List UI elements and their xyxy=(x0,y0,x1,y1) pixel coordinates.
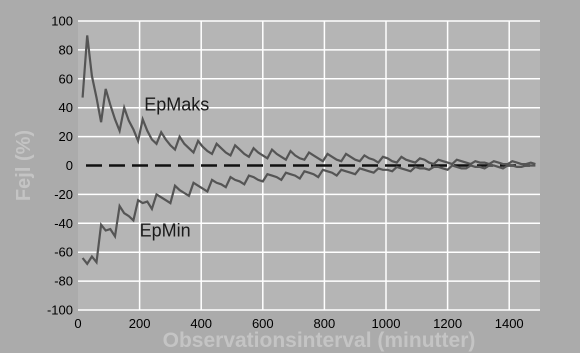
x-tick-label: 800 xyxy=(314,316,336,331)
annotation-epmaks: EpMaks xyxy=(144,95,209,115)
series-line-epmin xyxy=(81,164,536,266)
x-tick-label: 1000 xyxy=(372,316,401,331)
y-tick-label: -60 xyxy=(54,245,73,260)
y-axis-title: Fejl (%) xyxy=(13,130,35,201)
y-tick-label: -40 xyxy=(54,216,73,231)
x-tick-labels: 0 200 400 600 800 1000 1200 1400 xyxy=(74,316,523,331)
y-tick-label: 60 xyxy=(59,71,73,86)
y-tick-label: 100 xyxy=(51,14,73,29)
x-tick-label: 0 xyxy=(74,316,81,331)
y-tick-labels: -100 -80 -60 -40 -20 0 20 40 60 80 100 xyxy=(47,14,73,318)
x-tick-label: 600 xyxy=(252,316,274,331)
y-tick-label: -100 xyxy=(47,303,73,318)
x-tick-label: 1400 xyxy=(495,316,524,331)
x-tick-label: 1200 xyxy=(433,316,462,331)
y-tick-label: 40 xyxy=(59,100,73,115)
y-tick-label: 80 xyxy=(59,42,73,57)
y-tick-label: 20 xyxy=(59,129,73,144)
x-tick-label: 200 xyxy=(129,316,151,331)
series-line-epmaks xyxy=(81,35,536,166)
x-axis-title: Observationsinterval (minutter) xyxy=(163,329,476,352)
series-lines xyxy=(81,35,536,266)
annotation-epmin: EpMin xyxy=(140,220,191,240)
y-tick-label: 0 xyxy=(66,158,73,173)
y-tick-label: -20 xyxy=(54,187,73,202)
y-tick-label: -80 xyxy=(54,274,73,289)
series-annotations: EpMaks EpMin xyxy=(140,95,210,241)
x-tick-label: 400 xyxy=(190,316,212,331)
